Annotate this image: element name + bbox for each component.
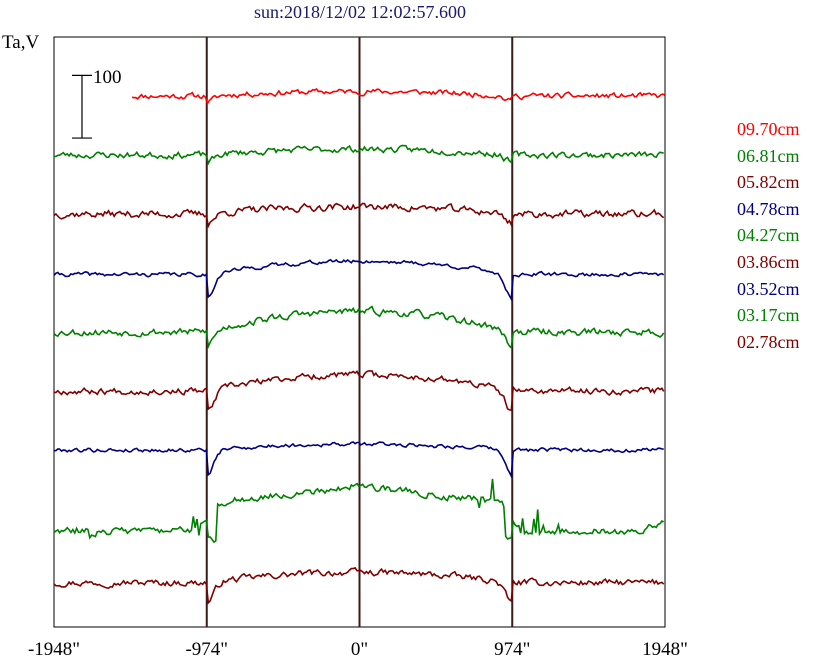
series-line-03.17cm — [53, 478, 665, 544]
series-line-03.86cm — [53, 370, 665, 411]
series-group — [53, 87, 666, 605]
scale-bar: 100 — [72, 67, 122, 139]
legend-item: 03.52cm — [737, 278, 800, 299]
legend-item: 03.86cm — [737, 251, 800, 272]
legend: 09.70cm 06.81cm 05.82cm 04.78cm 04.27cm 03.86… — [737, 116, 813, 355]
series-line-06.81cm — [53, 144, 664, 166]
series-line-02.78cm — [53, 566, 665, 605]
x-tick-label: 1948" — [642, 639, 688, 660]
x-tick-label: 0" — [351, 639, 368, 660]
scale-bar-label: 100 — [93, 67, 122, 88]
series-line-03.52cm — [53, 441, 664, 479]
x-tick-label: -974" — [185, 639, 228, 660]
legend-item: 04.27cm — [737, 225, 800, 246]
x-tick-label: 974" — [494, 639, 530, 660]
legend-item: 06.81cm — [737, 145, 800, 166]
series-line-04.78cm — [53, 258, 665, 302]
x-tick-label: -1948" — [28, 639, 80, 660]
x-tick-labels: -1948" -974" 0" 974" 1948" — [28, 639, 688, 660]
vertical-markers — [205, 37, 514, 627]
legend-item: 03.17cm — [737, 305, 800, 326]
legend-item: 05.82cm — [737, 172, 800, 193]
y-axis-label: Ta,V — [2, 32, 40, 53]
legend-item: 02.78cm — [737, 331, 800, 352]
series-line-04.27cm — [53, 305, 665, 350]
series-line-09.70cm — [131, 87, 666, 106]
legend-item: 09.70cm — [737, 119, 800, 139]
chart-title: sun:2018/12/02 12:02:57.600 — [253, 2, 466, 22]
series-line-05.82cm — [53, 202, 665, 229]
legend-item: 04.78cm — [737, 198, 800, 219]
